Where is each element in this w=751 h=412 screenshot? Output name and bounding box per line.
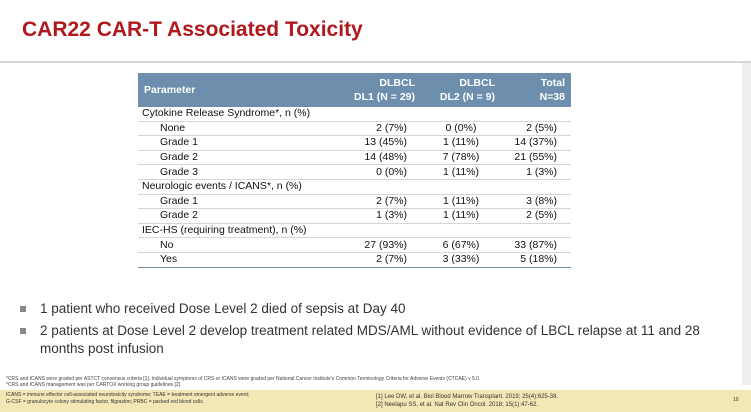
cell-dl2 [421, 223, 501, 239]
cell-dl1: 1 (3%) [331, 208, 421, 224]
reference-line: [2] Neelapu SS, et al. Nat Rev Clin Onco… [376, 402, 539, 408]
cell-dl2: 1 (11%) [421, 135, 501, 151]
row-label: IEC-HS (requiring treatment), n (%) [138, 223, 331, 239]
cell-dl1: 27 (93%) [331, 237, 421, 253]
cell-dl2 [421, 107, 501, 122]
page-number: 10 [733, 397, 739, 403]
header-dl1: DLBCL DL1 (N = 29) [331, 73, 421, 107]
table-row: Grade 1 13 (45%) 1 (11%) 14 (37%) [138, 135, 571, 151]
cell-dl2: 1 (11%) [421, 164, 501, 180]
row-label: Grade 1 [138, 194, 331, 210]
bullet-text: 2 patients at Dose Level 2 develop treat… [40, 323, 700, 356]
row-label: Grade 1 [138, 135, 331, 151]
cell-dl2 [421, 179, 501, 195]
cell-dl1: 14 (48%) [331, 150, 421, 166]
header-dl1-line1: DLBCL [379, 77, 415, 89]
bullet-item: 1 patient who received Dose Level 2 died… [18, 300, 738, 318]
title-divider [0, 61, 751, 63]
square-bullet-icon [20, 328, 26, 334]
footnotes: *CRS and ICANS were graded per ASTCT con… [6, 376, 480, 388]
row-label: Yes [138, 252, 331, 268]
header-dl2-line2: DL2 (N = 9) [439, 91, 495, 103]
row-label: Grade 2 [138, 150, 331, 166]
cell-dl1: 2 (7%) [331, 252, 421, 268]
table-row: IEC-HS (requiring treatment), n (%) [138, 223, 571, 239]
right-edge-stripe [742, 63, 751, 385]
cell-dl1: 2 (7%) [331, 194, 421, 210]
table-header-row: Parameter DLBCL DL1 (N = 29) DLBCL DL2 (… [138, 73, 571, 107]
row-label: Neurologic events / ICANS*, n (%) [138, 179, 331, 195]
abbreviations: ICANS = immune effector cell-associated … [6, 392, 249, 406]
abbreviation-line: ICANS = immune effector cell-associated … [6, 392, 250, 398]
table-row: Grade 1 2 (7%) 1 (11%) 3 (8%) [138, 194, 571, 210]
cell-dl2: 1 (11%) [421, 208, 501, 224]
cell-total: 2 (5%) [501, 121, 571, 137]
cell-total: 1 (3%) [501, 164, 571, 180]
cell-total [501, 223, 571, 239]
table-row: None 2 (7%) 0 (0%) 2 (5%) [138, 121, 571, 137]
cell-dl1: 13 (45%) [331, 135, 421, 151]
cell-dl1 [331, 179, 421, 195]
cell-dl1: 2 (7%) [331, 121, 421, 137]
cell-dl2: 3 (33%) [421, 252, 501, 268]
square-bullet-icon [20, 306, 26, 312]
table-row: Neurologic events / ICANS*, n (%) [138, 179, 571, 195]
footer-bar [0, 390, 751, 412]
cell-dl1 [331, 223, 421, 239]
cell-total: 2 (5%) [501, 208, 571, 224]
cell-total: 14 (37%) [501, 135, 571, 151]
bullet-text: 1 patient who received Dose Level 2 died… [40, 301, 406, 316]
table-row: Yes 2 (7%) 3 (33%) 5 (18%) [138, 252, 571, 268]
header-total: Total N=38 [501, 73, 571, 107]
row-label: None [138, 121, 331, 137]
bullet-item: 2 patients at Dose Level 2 develop treat… [18, 322, 738, 358]
cell-dl2: 6 (67%) [421, 237, 501, 253]
cell-dl2: 7 (78%) [421, 150, 501, 166]
header-total-line1: Total [540, 77, 565, 89]
cell-total: 3 (8%) [501, 194, 571, 210]
row-label: Grade 2 [138, 208, 331, 224]
cell-total: 21 (55%) [501, 150, 571, 166]
table-row: Grade 2 14 (48%) 7 (78%) 21 (55%) [138, 150, 571, 166]
table-row: Cytokine Release Syndrome*, n (%) [138, 107, 571, 122]
header-total-line2: N=38 [539, 91, 565, 103]
header-dl2: DLBCL DL2 (N = 9) [421, 73, 501, 107]
abbreviation-line: G-CSF = granulocyte colony stimulating f… [6, 399, 205, 405]
bullet-list: 1 patient who received Dose Level 2 died… [18, 300, 738, 362]
table-row: Grade 2 1 (3%) 1 (11%) 2 (5%) [138, 208, 571, 224]
cell-dl2: 1 (11%) [421, 194, 501, 210]
toxicity-table: Parameter DLBCL DL1 (N = 29) DLBCL DL2 (… [138, 73, 571, 268]
row-label: Grade 3 [138, 164, 331, 180]
footnote-line: *CRS and ICANS management was per CARTOX… [6, 382, 182, 388]
table-row: No 27 (93%) 6 (67%) 33 (87%) [138, 237, 571, 253]
row-label: Cytokine Release Syndrome*, n (%) [138, 107, 331, 122]
reference-line: [1] Lee DW, et al. Biol Blood Marrow Tra… [376, 394, 559, 400]
cell-total [501, 179, 571, 195]
cell-total: 33 (87%) [501, 237, 571, 253]
cell-total [501, 107, 571, 122]
header-dl1-line2: DL1 (N = 29) [354, 91, 415, 103]
header-dl2-line1: DLBCL [459, 77, 495, 89]
cell-dl1: 0 (0%) [331, 164, 421, 180]
header-parameter: Parameter [138, 73, 331, 107]
row-label: No [138, 237, 331, 253]
cell-dl1 [331, 107, 421, 122]
cell-dl2: 0 (0%) [421, 121, 501, 137]
cell-total: 5 (18%) [501, 252, 571, 268]
footnote-line: *CRS and ICANS were graded per ASTCT con… [6, 376, 481, 382]
slide-title: CAR22 CAR-T Associated Toxicity [22, 18, 363, 41]
references: [1] Lee DW, et al. Biol Blood Marrow Tra… [376, 393, 558, 409]
table-row: Grade 3 0 (0%) 1 (11%) 1 (3%) [138, 164, 571, 180]
